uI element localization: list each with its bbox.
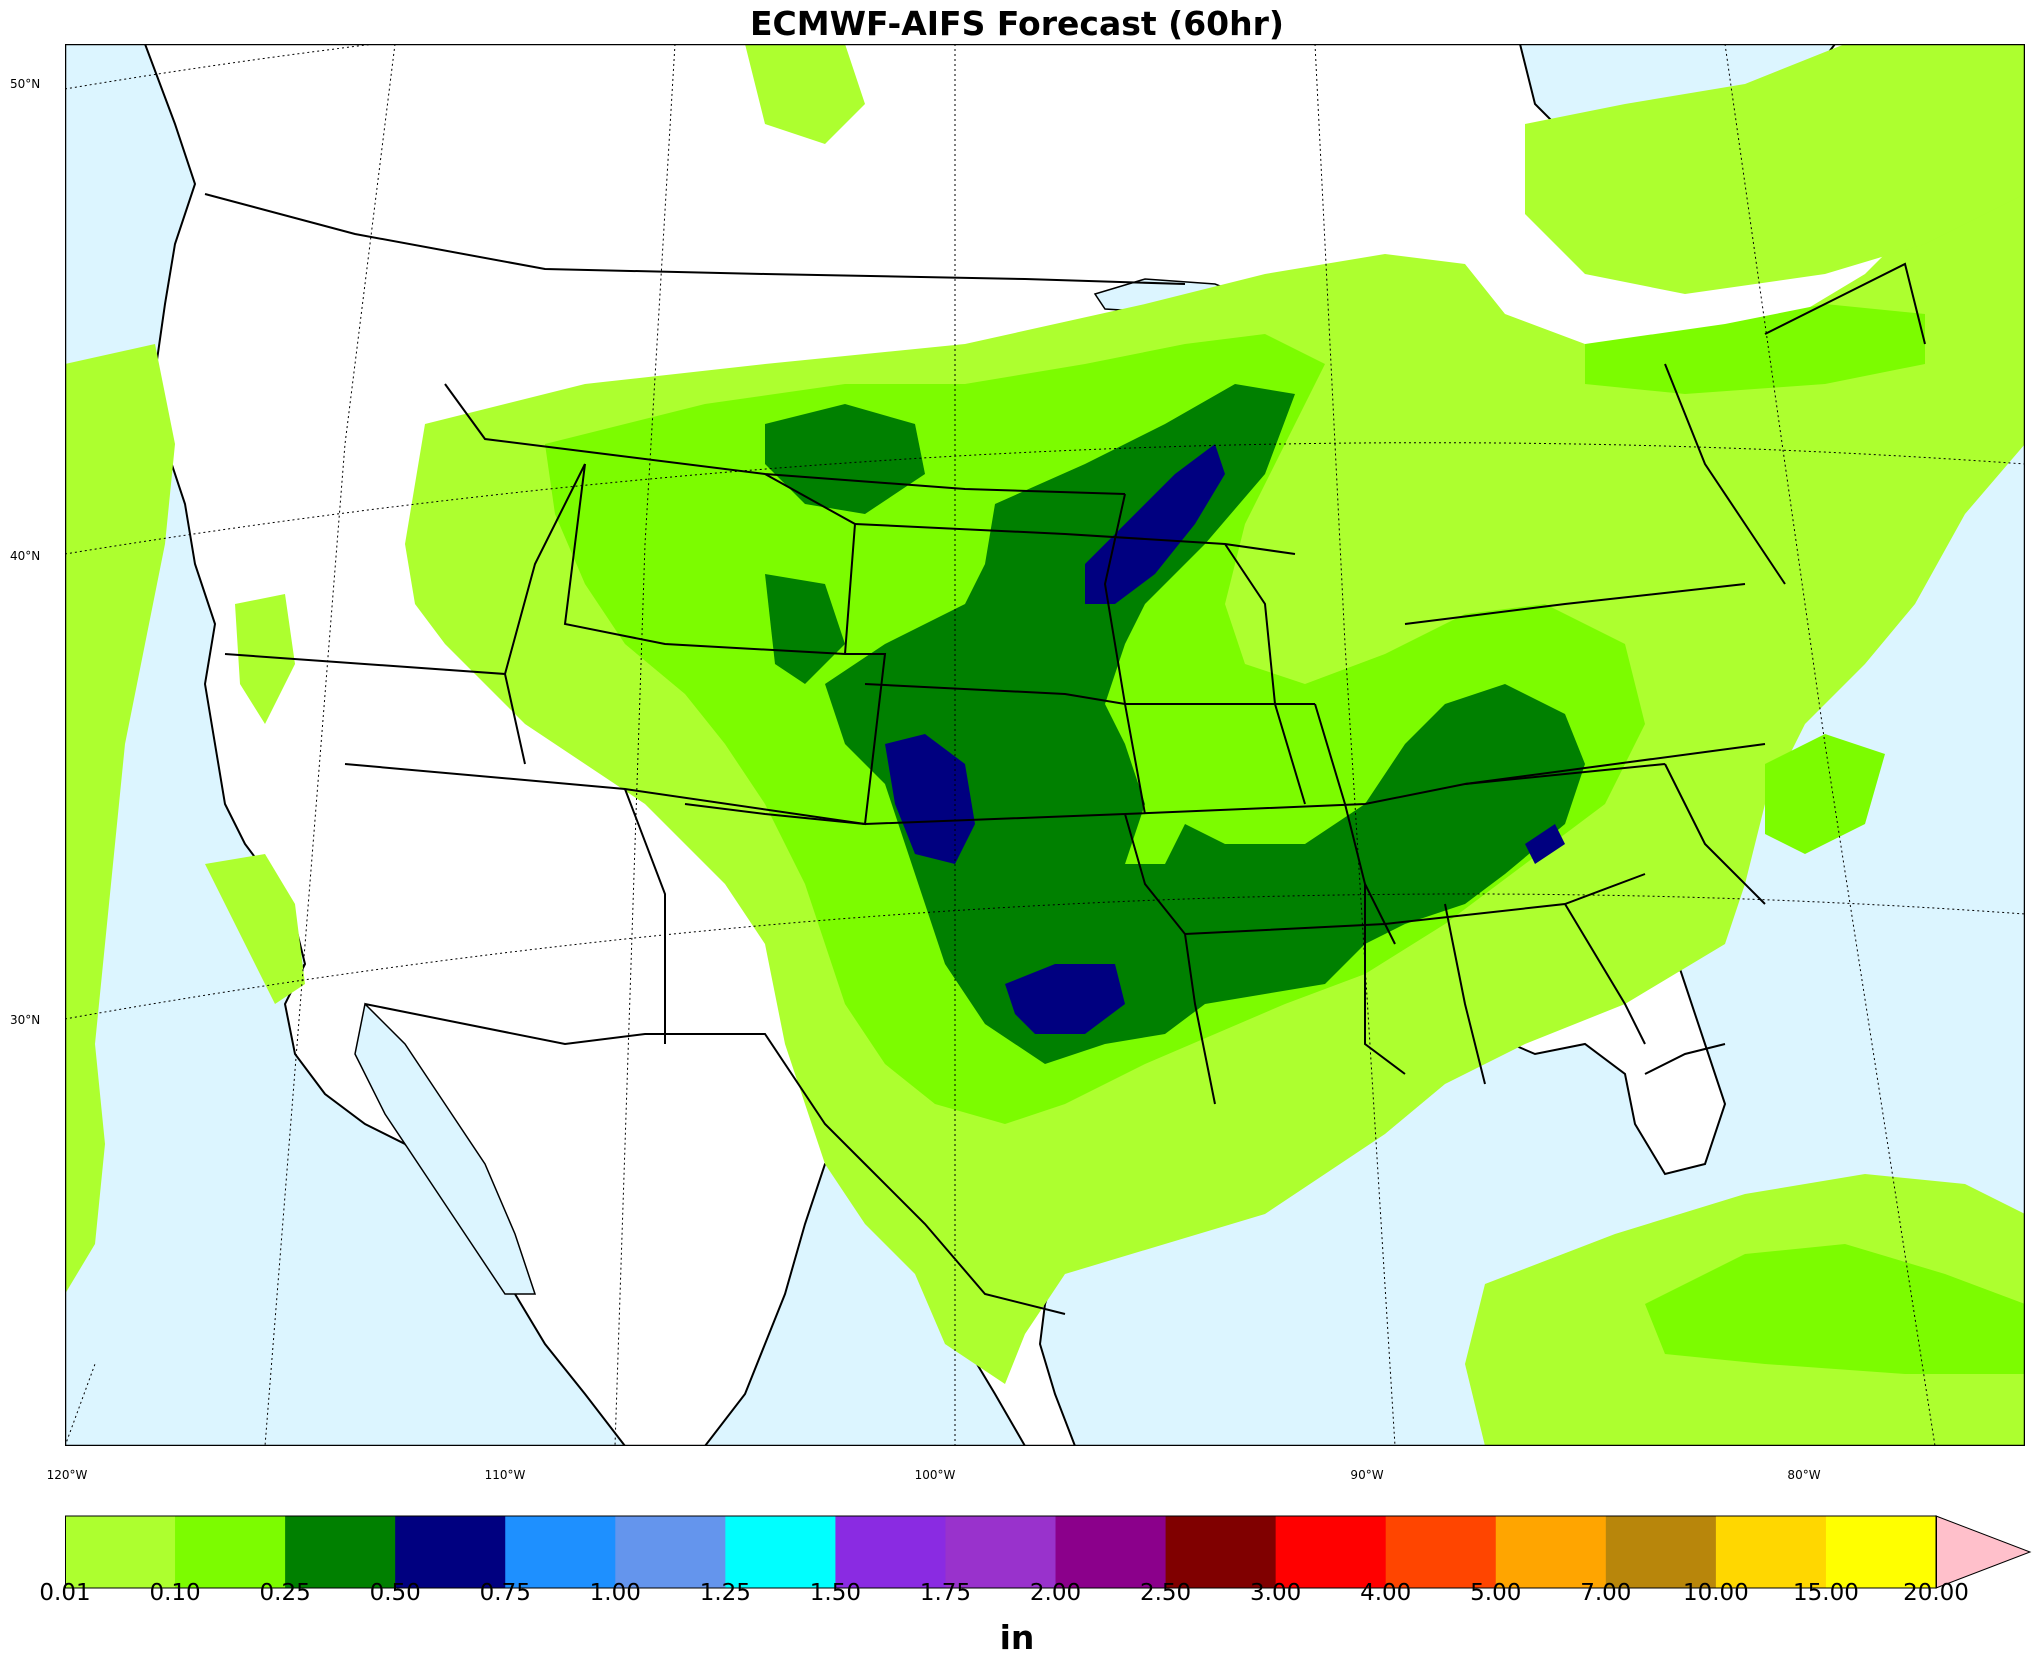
colorbar-tick-label: 15.00 [1793, 1580, 1859, 1606]
colorbar-swatch [1165, 1516, 1277, 1588]
colorbar-swatch [1275, 1516, 1387, 1588]
lon-label-110w: 110°W [484, 1468, 526, 1482]
colorbar-swatch [615, 1516, 726, 1588]
colorbar-tick-label: 0.75 [479, 1580, 531, 1606]
lat-label-30n: 30°N [10, 1013, 41, 1027]
colorbar-swatch [725, 1516, 836, 1588]
state-borders [204, 193, 1926, 1315]
precip-0.25 [765, 384, 1585, 1064]
graticule [65, 44, 2025, 1446]
colorbar-tick-label: 4.00 [1360, 1580, 1412, 1606]
colorbar-swatch [1055, 1516, 1167, 1588]
colorbar-swatch [175, 1516, 286, 1588]
colorbar-swatch [65, 1516, 176, 1588]
precipitation-map [65, 44, 2025, 1446]
colorbar-tick-label: 2.00 [1029, 1580, 1082, 1606]
colorbar-tick-label: 0.01 [39, 1580, 91, 1606]
lon-label-80w: 80°W [1787, 1468, 1821, 1482]
colorbar-tick-label: 3.00 [1250, 1580, 1302, 1606]
colorbar-unit-label: in [999, 1618, 1035, 1657]
lon-label-90w: 90°W [1350, 1468, 1384, 1482]
colorbar-tick-label: 0.25 [259, 1580, 311, 1606]
colorbar-swatch [1495, 1516, 1607, 1588]
colorbar-extend-arrow [1935, 1515, 2032, 1589]
colorbar-tick-label: 0.50 [369, 1580, 421, 1606]
colorbar-tick-label: 5.00 [1470, 1580, 1522, 1606]
colorbar-swatch [285, 1516, 396, 1588]
lon-label-120w: 120°W [46, 1468, 88, 1482]
gulf-of-california [354, 1002, 537, 1295]
colorbar-tick-label: 10.00 [1682, 1580, 1749, 1606]
colorbar-swatch [1605, 1516, 1717, 1588]
colorbar-tick-label: 7.00 [1580, 1580, 1632, 1606]
colorbar-swatch [505, 1516, 616, 1588]
colorbar-tick-label: 1.25 [699, 1580, 751, 1606]
map-title: ECMWF-AIFS Forecast (60hr) [750, 4, 1284, 43]
precip-0.50 [885, 444, 1565, 1034]
colorbar-tick-label: 0.10 [149, 1580, 201, 1606]
colorbar-tick-label: 1.50 [809, 1580, 862, 1606]
colorbar [65, 1515, 2032, 1589]
colorbar-tick-label: 2.50 [1139, 1580, 1192, 1606]
colorbar-tick-label: 1.75 [919, 1580, 972, 1606]
colorbar-swatch [1385, 1516, 1497, 1588]
colorbar-swatch [1825, 1516, 1937, 1588]
colorbar-swatch [1715, 1516, 1827, 1588]
colorbar-swatch [945, 1516, 1057, 1588]
lat-label-50n: 50°N [10, 77, 41, 91]
colorbar-tick-label: 1.00 [589, 1580, 641, 1606]
lat-label-40n: 40°N [10, 549, 41, 563]
colorbar-tick-label: 20.00 [1903, 1580, 1969, 1606]
colorbar-swatch [395, 1516, 506, 1588]
lon-label-100w: 100°W [914, 1468, 956, 1482]
colorbar-swatch [835, 1516, 946, 1588]
